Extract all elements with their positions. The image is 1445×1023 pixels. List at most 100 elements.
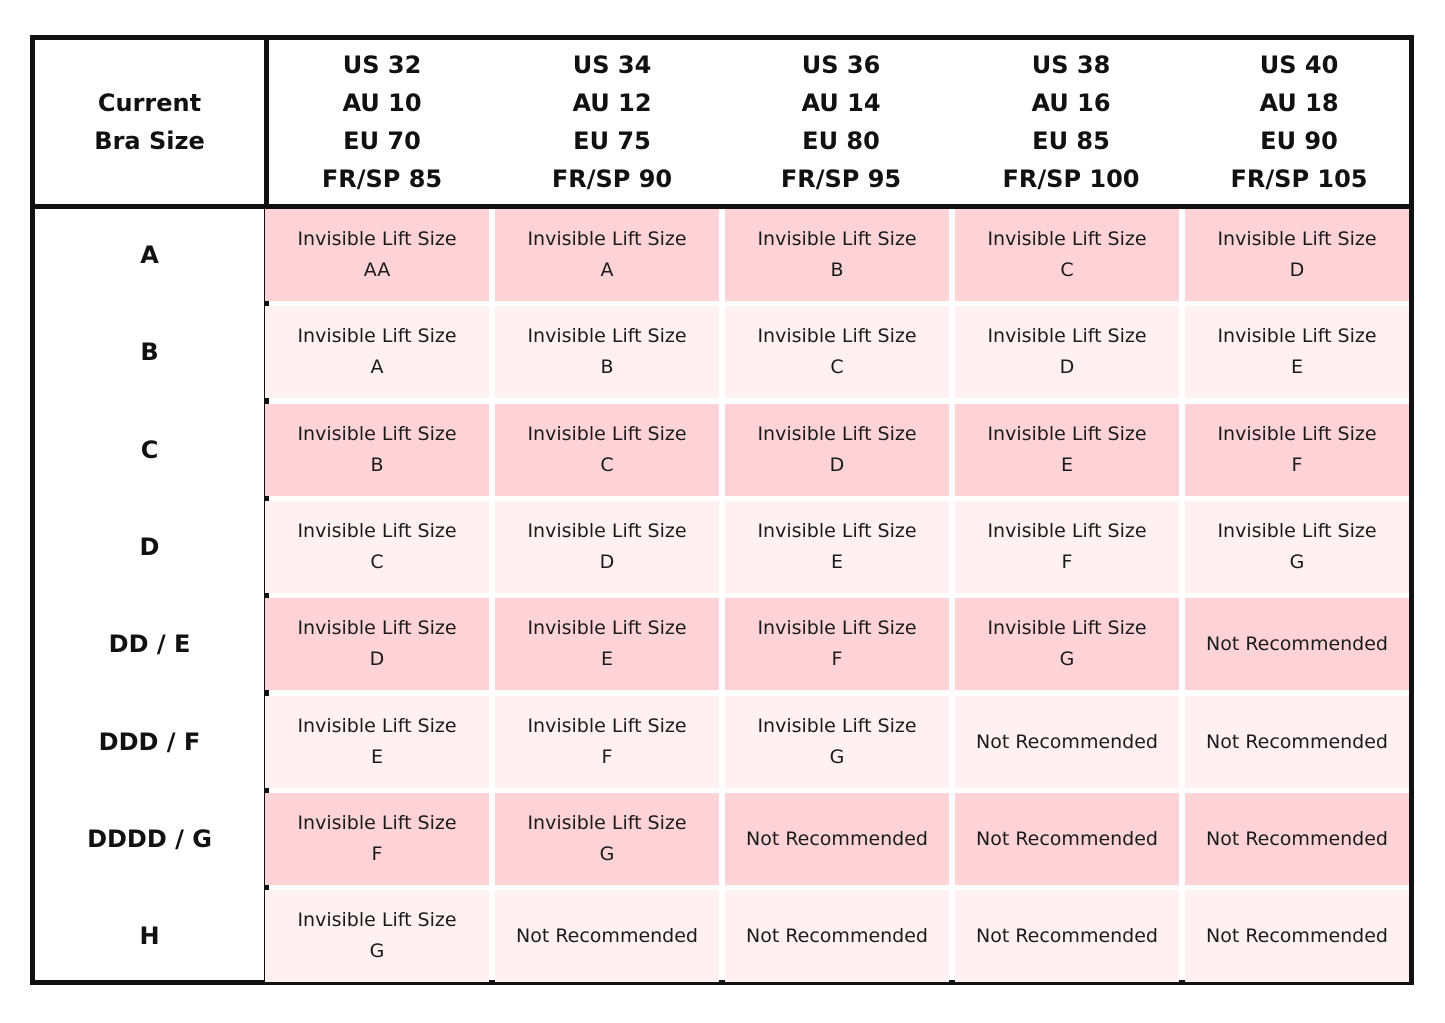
table-cell: Invisible Lift Size AA: [265, 209, 489, 301]
header-eu: EU 75: [573, 127, 651, 155]
row-header: A: [140, 241, 159, 269]
cell-line1: Invisible Lift Size: [1217, 325, 1377, 347]
table-cell: Invisible Lift Size F: [955, 501, 1179, 593]
cell-line1: Invisible Lift Size: [527, 228, 687, 250]
cell-line2: D: [599, 551, 615, 573]
row-header: H: [139, 922, 160, 950]
header-frsp: FR/SP 105: [1230, 165, 1368, 193]
cell-line1: Not Recommended: [516, 924, 698, 947]
header-au: AU 14: [801, 89, 881, 117]
cell-line2: E: [830, 551, 843, 573]
cell-line2: E: [600, 648, 613, 670]
corner-label-line2: Bra Size: [94, 127, 205, 155]
cell-line2: C: [370, 551, 384, 573]
cell-line2: F: [371, 843, 383, 865]
column-header: US 38 AU 16 EU 85 FR/SP 100: [956, 40, 1186, 204]
table-cell: Invisible Lift Size D: [495, 501, 719, 593]
table-cell: Invisible Lift Size E: [265, 696, 489, 788]
corner-label-line1: Current: [97, 89, 202, 117]
cell-line1: Invisible Lift Size: [987, 325, 1147, 347]
cell-line1: Not Recommended: [1206, 730, 1388, 753]
row-header: DD / E: [108, 630, 191, 658]
header-eu: EU 85: [1032, 127, 1110, 155]
cell-line1: Not Recommended: [1206, 924, 1388, 947]
row-header: B: [140, 338, 159, 366]
cell-line1: Not Recommended: [746, 827, 928, 850]
cell-line1: Invisible Lift Size: [757, 423, 917, 445]
cell-line1: Invisible Lift Size: [527, 520, 687, 542]
header-frsp: FR/SP 95: [780, 165, 902, 193]
cell-line1: Invisible Lift Size: [297, 520, 457, 542]
table-cell: Invisible Lift Size D: [955, 306, 1179, 398]
cell-line1: Not Recommended: [746, 924, 928, 947]
cell-line1: Invisible Lift Size: [1217, 520, 1377, 542]
cell-line2: F: [1061, 551, 1073, 573]
cell-line2: G: [599, 843, 615, 865]
cell-line1: Not Recommended: [1206, 827, 1388, 850]
column-header: US 34 AU 12 EU 75 FR/SP 90: [497, 40, 727, 204]
table-cell: Invisible Lift Size A: [495, 209, 719, 301]
table-cell: Invisible Lift Size D: [265, 598, 489, 690]
header-eu: EU 70: [343, 127, 421, 155]
cell-line2: C: [830, 356, 844, 378]
header-us: US 32: [342, 51, 422, 79]
column-header: US 40 AU 18 EU 90 FR/SP 105: [1184, 40, 1414, 204]
cell-line1: Invisible Lift Size: [297, 228, 457, 250]
table-cell: Not Recommended: [495, 890, 719, 982]
header-eu: EU 80: [802, 127, 880, 155]
header-frsp: FR/SP 90: [551, 165, 673, 193]
header-frsp: FR/SP 100: [1002, 165, 1140, 193]
cell-line1: Invisible Lift Size: [1217, 423, 1377, 445]
cell-line2: B: [600, 356, 614, 378]
cell-line1: Invisible Lift Size: [527, 715, 687, 737]
cell-line2: F: [601, 746, 613, 768]
table-cell: Invisible Lift Size B: [265, 404, 489, 496]
table-cell: Invisible Lift Size G: [495, 793, 719, 885]
cell-line1: Invisible Lift Size: [527, 812, 687, 834]
cell-line2: F: [831, 648, 843, 670]
row-header: DDD / F: [98, 728, 201, 756]
cell-line1: Invisible Lift Size: [527, 617, 687, 639]
cell-line2: D: [1059, 356, 1075, 378]
table-cell: Not Recommended: [725, 890, 949, 982]
cell-line1: Invisible Lift Size: [297, 325, 457, 347]
table-cell: Not Recommended: [725, 793, 949, 885]
cell-line2: E: [1060, 454, 1073, 476]
cell-line1: Invisible Lift Size: [297, 715, 457, 737]
cell-line1: Not Recommended: [976, 730, 1158, 753]
cell-line1: Invisible Lift Size: [987, 423, 1147, 445]
cell-line1: Invisible Lift Size: [987, 520, 1147, 542]
header-us: US 38: [1031, 51, 1111, 79]
cell-line1: Invisible Lift Size: [757, 228, 917, 250]
table-cell: Invisible Lift Size E: [1185, 306, 1409, 398]
header-divider: [35, 204, 1409, 209]
table-cell: Not Recommended: [955, 696, 1179, 788]
cell-line1: Not Recommended: [976, 924, 1158, 947]
header-au: AU 10: [342, 89, 422, 117]
table-cell: Invisible Lift Size C: [495, 404, 719, 496]
cell-line2: AA: [363, 259, 391, 281]
cell-line2: D: [1289, 259, 1305, 281]
cell-line1: Invisible Lift Size: [987, 617, 1147, 639]
table-cell: Invisible Lift Size E: [725, 501, 949, 593]
row-header: DDDD / G: [87, 825, 212, 853]
table-cell: Invisible Lift Size F: [495, 696, 719, 788]
cell-line1: Not Recommended: [976, 827, 1158, 850]
table-cell: Not Recommended: [1185, 793, 1409, 885]
cell-line2: E: [1290, 356, 1303, 378]
row-header: D: [139, 533, 160, 561]
header-au: AU 16: [1031, 89, 1111, 117]
cell-line2: A: [600, 259, 614, 281]
column-header: US 32 AU 10 EU 70 FR/SP 85: [267, 40, 497, 204]
table-cell: Invisible Lift Size C: [265, 501, 489, 593]
table-cell: Not Recommended: [1185, 696, 1409, 788]
table-cell: Invisible Lift Size G: [1185, 501, 1409, 593]
cell-line2: D: [369, 648, 385, 670]
table-cell: Invisible Lift Size E: [955, 404, 1179, 496]
table-cell: Invisible Lift Size B: [495, 306, 719, 398]
column-header: US 36 AU 14 EU 80 FR/SP 95: [726, 40, 956, 204]
corner-header: Current Bra Size: [35, 40, 264, 204]
table-cell: Not Recommended: [955, 890, 1179, 982]
header-us: US 40: [1259, 51, 1339, 79]
table-cell: Invisible Lift Size E: [495, 598, 719, 690]
